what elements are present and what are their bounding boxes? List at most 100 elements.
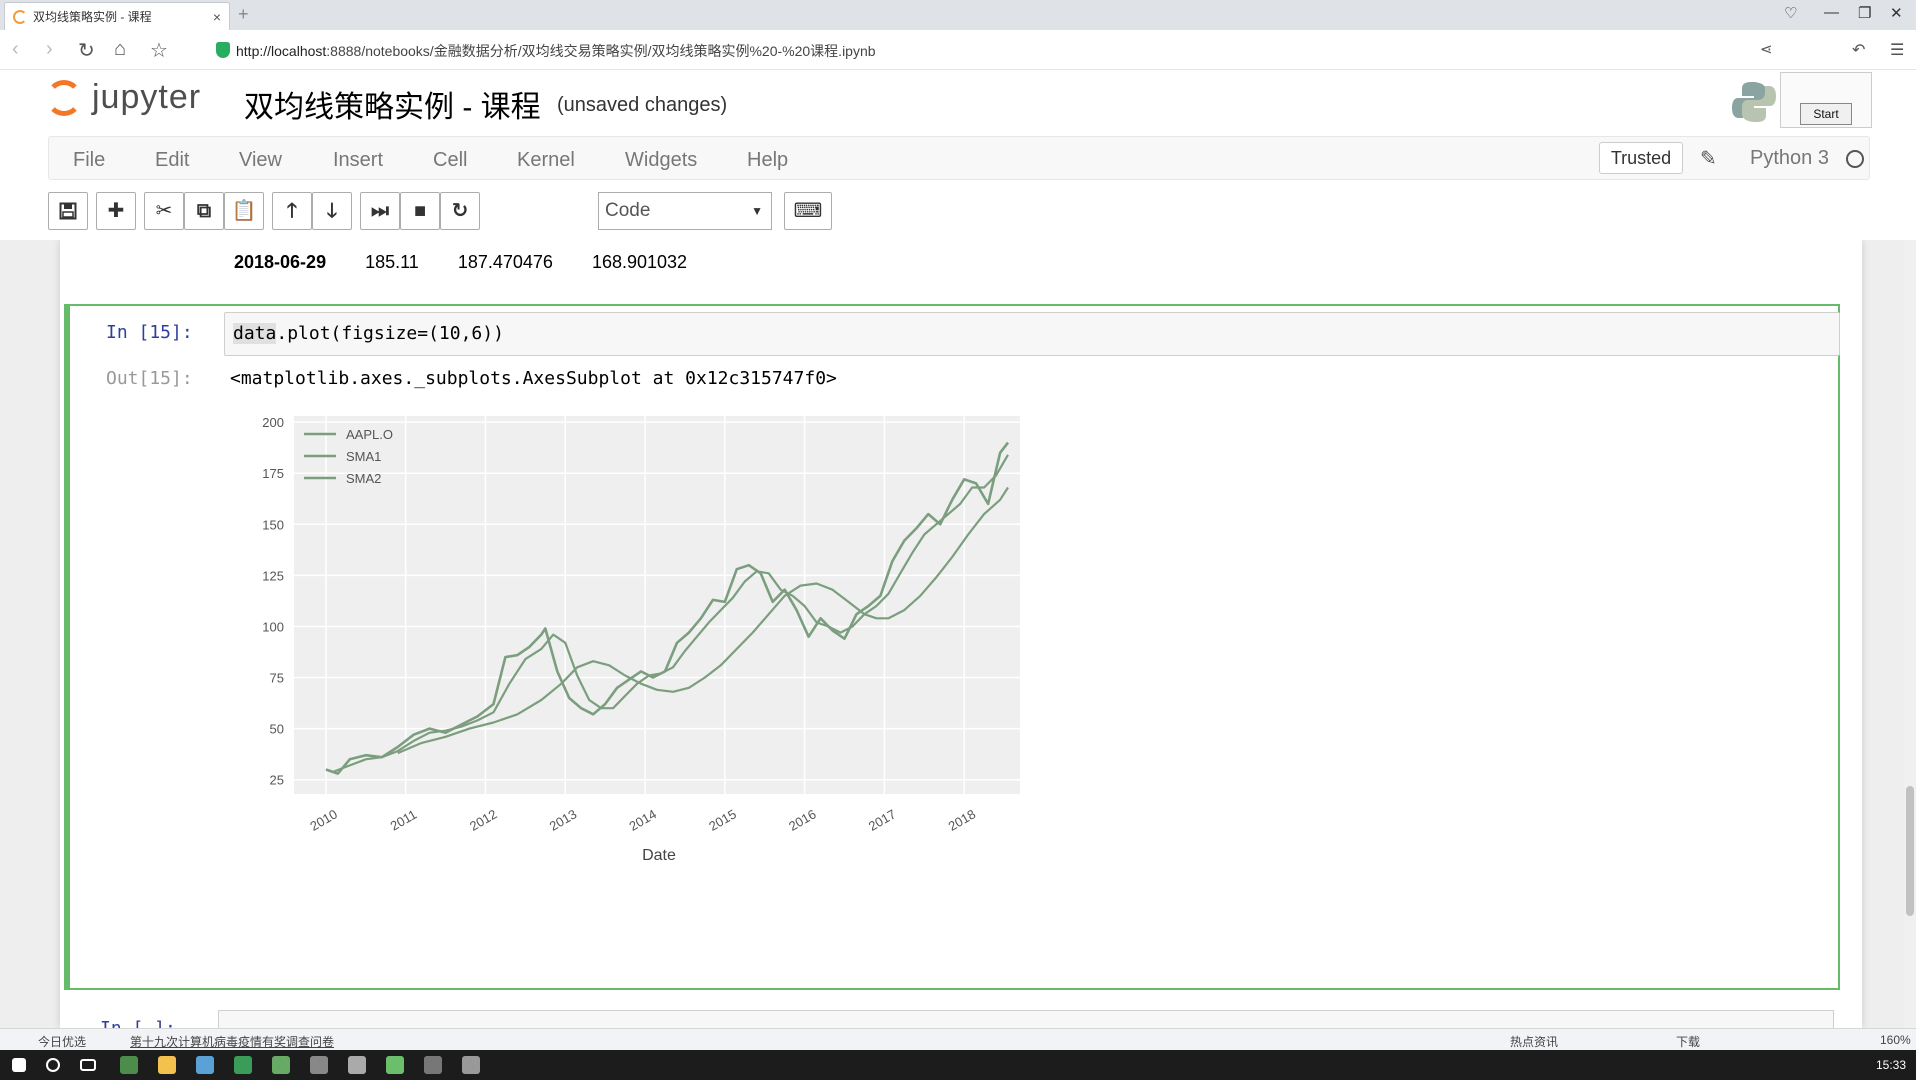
row-value: 187.470476 (457, 252, 553, 272)
app-icon[interactable] (424, 1056, 442, 1074)
row-index: 2018-06-29 (234, 252, 327, 272)
interrupt-button[interactable]: ■ (400, 192, 440, 230)
save-status: (unsaved changes) (557, 94, 728, 116)
x-tick-label: 2011 (388, 807, 420, 834)
taskbar-clock[interactable]: 15:33 (1876, 1058, 1907, 1072)
notebook-area: 2018-06-29 185.11 187.470476 168.901032 … (0, 240, 1916, 1028)
notebook-title[interactable]: 双均线策略实例 - 课程 (244, 91, 541, 124)
menu-help[interactable]: Help (747, 149, 789, 171)
kernel-name[interactable]: Python 3 (1750, 147, 1829, 169)
page-scrollbar[interactable] (1904, 240, 1916, 1028)
app-icon[interactable] (310, 1056, 328, 1074)
menu-kernel[interactable]: Kernel (517, 149, 575, 171)
x-tick-label: 2010 (307, 806, 340, 833)
cell-type-select[interactable]: Code ▼ (598, 192, 772, 230)
series-line-sma2 (397, 486, 1009, 755)
code-cell-selected[interactable]: In [15]: data.plot(figsize=(10,6)) Out[1… (64, 304, 1840, 990)
new-tab-button[interactable]: + (238, 4, 249, 24)
task-view-icon[interactable] (80, 1059, 96, 1071)
copy-icon: ⧉ (196, 200, 212, 222)
step-forward-icon: ⏭ (371, 200, 389, 222)
address-bar: ‹ › ↻ ⌂ ☆ http://localhost:8888/notebook… (0, 30, 1916, 70)
move-down-button[interactable]: 🡓 (312, 192, 352, 230)
move-up-button[interactable]: 🡑 (272, 192, 312, 230)
code-editor[interactable] (218, 1010, 1834, 1028)
jupyter-logo-text[interactable]: jupyter (92, 78, 202, 116)
windows-start-icon[interactable] (12, 1058, 26, 1072)
insert-cell-button[interactable]: ✚ (96, 192, 136, 230)
browser-tab[interactable]: 双均线策略实例 - 课程 × (4, 2, 230, 30)
save-button[interactable] (48, 192, 88, 230)
bookmark-star-icon[interactable]: ☆ (150, 40, 168, 62)
y-tick-label: 75 (270, 671, 284, 686)
app-icon[interactable] (272, 1056, 290, 1074)
restart-icon: ↻ (451, 200, 469, 222)
cut-button[interactable]: ✂ (144, 192, 184, 230)
cell-type-value: Code (605, 200, 651, 221)
share-icon[interactable]: ⋖ (1760, 41, 1773, 58)
legend-label: SMA2 (346, 471, 381, 486)
copy-button[interactable]: ⧉ (184, 192, 224, 230)
chevron-down-icon: ▼ (751, 204, 763, 218)
app-icon[interactable] (462, 1056, 480, 1074)
command-palette-button[interactable]: ⌨ (784, 192, 832, 230)
jupyter-logo-icon[interactable] (46, 80, 82, 116)
y-tick-label: 150 (262, 517, 284, 532)
status-item[interactable]: 热点资讯 (1510, 1035, 1559, 1049)
back-icon[interactable]: ‹ (12, 38, 19, 60)
home-icon[interactable]: ⌂ (114, 38, 127, 60)
scrollbar-thumb[interactable] (1906, 786, 1914, 916)
legend-label: SMA1 (346, 449, 381, 464)
python-logo-icon (1732, 82, 1776, 122)
menu-file[interactable]: File (73, 149, 106, 171)
close-window-icon[interactable]: ✕ (1890, 5, 1903, 22)
search-icon[interactable] (46, 1058, 60, 1072)
jupyter-favicon-icon (13, 9, 27, 24)
status-item[interactable]: 今日优选 (38, 1035, 87, 1049)
minimize-icon[interactable]: — (1824, 4, 1839, 21)
menubar: File Edit View Insert Cell Kernel Widget… (48, 136, 1870, 180)
menu-view[interactable]: View (239, 149, 282, 171)
menu-icon[interactable]: ☰ (1890, 42, 1905, 59)
restart-button[interactable]: ↻ (440, 192, 480, 230)
trusted-indicator[interactable]: Trusted (1599, 142, 1683, 174)
app-icon[interactable] (348, 1056, 366, 1074)
browser-icon[interactable] (234, 1056, 252, 1074)
menu-edit[interactable]: Edit (155, 149, 190, 171)
folder-icon[interactable] (158, 1056, 176, 1074)
status-link[interactable]: 第十九次计算机病毒疫情有奖调查问卷 (130, 1035, 335, 1049)
line-chart: 25 50 75 100 125 150 175 200 2010 2011 2012 2013 201… (262, 415, 1020, 864)
undo-icon[interactable]: ↶ (1852, 42, 1866, 59)
forward-icon[interactable]: › (46, 38, 53, 60)
reload-icon[interactable]: ↻ (78, 40, 95, 62)
input-prompt: In [15]: (106, 322, 193, 343)
previous-output-row: 2018-06-29 185.11 187.470476 168.901032 (234, 252, 721, 273)
x-tick-label: 2015 (706, 806, 739, 833)
app-icon[interactable] (196, 1056, 214, 1074)
favorite-window-icon[interactable]: ♡ (1784, 5, 1798, 22)
menu-cell[interactable]: Cell (433, 149, 468, 171)
tab-close-icon[interactable]: × (212, 8, 221, 25)
menu-insert[interactable]: Insert (333, 149, 384, 171)
os-taskbar: 15:33 (0, 1050, 1916, 1080)
restore-icon[interactable]: ❐ (1858, 5, 1872, 22)
series-line-sma1 (333, 454, 1009, 773)
paste-button[interactable]: 📋 (224, 192, 264, 230)
code-editor[interactable]: data.plot(figsize=(10,6)) (224, 312, 1840, 356)
edit-pencil-icon[interactable]: ✎ (1700, 148, 1717, 170)
code-token-data: data (233, 323, 277, 344)
zoom-level[interactable]: 160% (1880, 1033, 1911, 1047)
toolbar: ✚ ✂ ⧉ 📋 🡑 🡓 ⏭ ■ ↻ Code ▼ ⌨ (48, 190, 1870, 234)
status-item[interactable]: 下载 (1676, 1035, 1701, 1049)
arrow-down-icon: 🡓 (326, 200, 338, 222)
url-field[interactable]: http://localhost:8888/notebooks/金融数据分析/双… (236, 43, 876, 59)
start-button[interactable]: Start (1800, 103, 1852, 125)
app-icon[interactable] (120, 1056, 138, 1074)
menu-widgets[interactable]: Widgets (625, 149, 698, 171)
wechat-icon[interactable] (386, 1056, 404, 1074)
legend-label: AAPL.O (346, 427, 393, 442)
keyboard-icon: ⌨ (793, 200, 823, 222)
run-button[interactable]: ⏭ (360, 192, 400, 230)
next-code-cell[interactable]: In [ ]: (64, 1010, 1840, 1028)
